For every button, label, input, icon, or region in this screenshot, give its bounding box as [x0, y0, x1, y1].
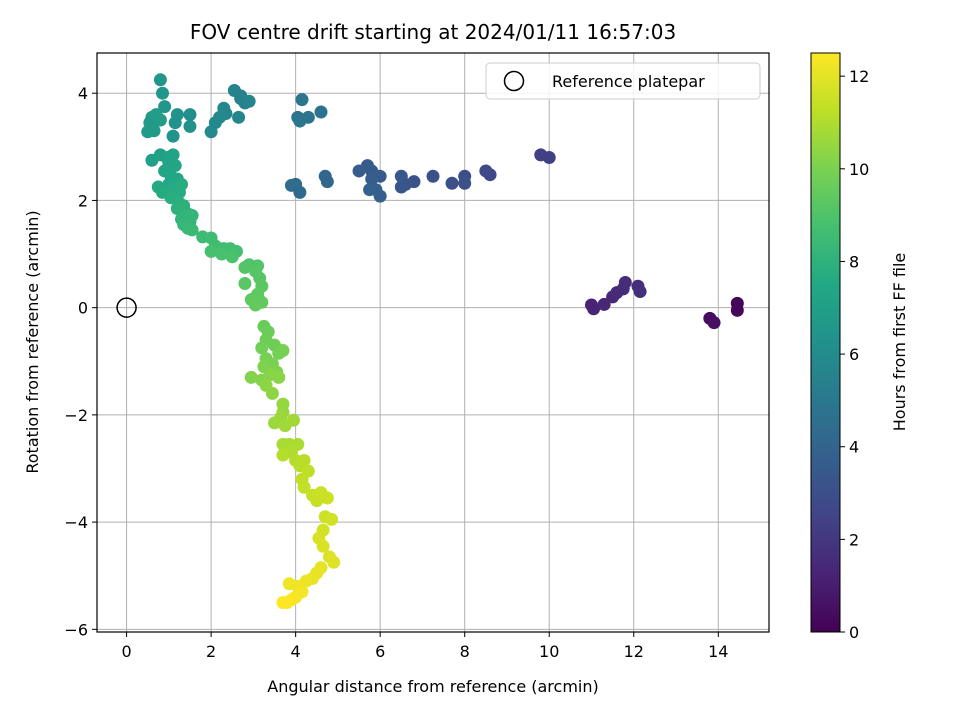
data-point	[242, 94, 256, 108]
data-point	[327, 555, 341, 569]
data-point	[320, 491, 334, 505]
data-point	[633, 285, 647, 299]
data-point	[394, 169, 408, 183]
data-point	[542, 151, 556, 165]
colorbar-tick-label: 4	[849, 438, 859, 457]
data-point	[255, 341, 269, 355]
legend-open-circle-icon	[503, 70, 525, 92]
data-point	[320, 175, 334, 189]
x-tick-label: 10	[539, 642, 559, 661]
data-point	[153, 73, 167, 87]
data-point	[238, 277, 252, 291]
colorbar-tick-label: 0	[849, 623, 859, 642]
reference-point-marker	[116, 297, 137, 318]
data-point	[268, 416, 282, 430]
data-point	[168, 159, 182, 173]
data-point	[183, 108, 197, 122]
data-point	[238, 260, 252, 274]
colorbar-tick-label: 10	[849, 160, 869, 179]
legend: Reference platepar	[485, 62, 761, 100]
data-point	[730, 303, 744, 317]
x-tick-label: 12	[624, 642, 644, 661]
y-tick-label: 2	[78, 191, 88, 210]
legend-label: Reference platepar	[552, 72, 705, 91]
data-point	[365, 172, 379, 186]
data-point	[149, 108, 163, 122]
data-point	[287, 413, 301, 427]
data-points	[141, 73, 744, 610]
data-point	[244, 370, 258, 384]
data-point	[185, 223, 199, 237]
data-point	[232, 110, 246, 124]
data-point	[141, 125, 155, 139]
data-point	[363, 183, 377, 197]
data-point	[316, 539, 330, 553]
data-point	[352, 164, 366, 178]
data-point	[276, 596, 290, 610]
data-point	[293, 114, 307, 128]
y-axis-label: Rotation from reference (arcmin)	[23, 210, 42, 473]
grid-lines	[97, 53, 769, 632]
data-point	[707, 316, 721, 330]
data-point	[215, 247, 229, 261]
data-point	[248, 298, 262, 312]
colorbar-tick-label: 2	[849, 530, 859, 549]
x-tick-label: 6	[375, 642, 385, 661]
colorbar	[810, 52, 841, 633]
data-point	[185, 208, 199, 222]
x-tick-label: 2	[206, 642, 216, 661]
data-point	[373, 189, 387, 203]
x-tick-label: 14	[708, 642, 728, 661]
data-point	[225, 250, 239, 264]
data-point	[183, 119, 197, 133]
data-point	[158, 100, 172, 114]
data-point	[295, 93, 309, 107]
x-tick-label: 4	[291, 642, 301, 661]
y-axis-ticks: −6 −4 −2 0 2 4	[64, 84, 97, 639]
data-point	[272, 370, 286, 384]
data-point	[297, 453, 311, 467]
data-point	[297, 480, 311, 494]
plot-frame	[96, 52, 770, 633]
data-point	[597, 297, 611, 311]
data-point	[394, 180, 408, 194]
data-point	[458, 176, 472, 190]
data-point	[276, 344, 290, 358]
x-tick-label: 8	[460, 642, 470, 661]
data-point	[265, 386, 279, 400]
data-point	[314, 105, 328, 119]
colorbar-tick-label: 6	[849, 345, 859, 364]
data-point	[175, 177, 189, 191]
chart-title: FOV centre drift starting at 2024/01/11 …	[190, 20, 676, 44]
y-tick-label: −2	[64, 406, 88, 425]
y-tick-label: 0	[78, 299, 88, 318]
data-point	[166, 129, 180, 143]
data-point	[445, 176, 459, 190]
data-point	[587, 302, 601, 316]
data-point	[479, 164, 493, 178]
y-tick-label: 4	[78, 84, 88, 103]
data-point	[168, 116, 182, 130]
y-tick-label: −6	[64, 620, 88, 639]
data-point	[618, 275, 632, 289]
legend-box	[485, 62, 761, 100]
colorbar-tick-label: 12	[849, 67, 869, 86]
data-point	[276, 448, 290, 462]
colorbar-tick-label: 8	[849, 252, 859, 271]
data-point	[284, 178, 298, 192]
y-tick-label: −4	[64, 513, 88, 532]
data-point	[325, 512, 339, 526]
x-axis-label: Angular distance from reference (arcmin)	[267, 677, 598, 696]
data-point	[204, 244, 218, 258]
data-point	[204, 125, 218, 139]
data-point	[426, 169, 440, 183]
data-point	[156, 86, 170, 100]
colorbar-label: Hours from first FF file	[890, 253, 909, 432]
x-axis-ticks: 0 2 4 6 8 10 12 14	[121, 632, 728, 661]
colorbar-ticks: 0 2 4 6 8 10 12	[840, 67, 869, 642]
x-tick-label: 0	[121, 642, 131, 661]
